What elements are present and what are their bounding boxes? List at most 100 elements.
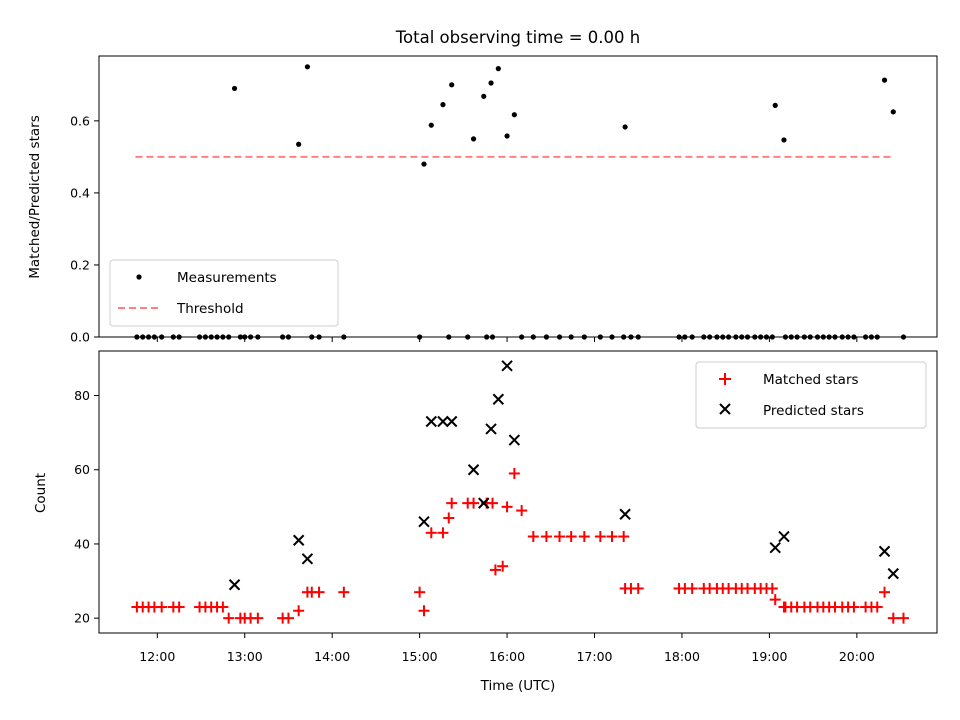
top-y-tick-label: 0.0 (70, 330, 90, 345)
matched-star-marker (686, 582, 698, 594)
top-plot-frame (98, 55, 938, 338)
matched-star-marker (252, 612, 264, 624)
predicted-star-marker (467, 464, 480, 476)
matched-star-marker (497, 560, 509, 572)
matched-star-marker (632, 582, 644, 594)
legend-predicted-marker (719, 403, 731, 415)
bottom-y-tick-label: 40 (74, 536, 90, 551)
measurement-point (428, 122, 434, 128)
measurement-point (296, 141, 302, 147)
matched-star-marker (173, 601, 185, 613)
measurement-point (304, 64, 311, 70)
predicted-star-marker (878, 545, 891, 558)
top-y-tick-label: 0.4 (70, 185, 90, 200)
matched-star-marker (527, 531, 539, 543)
top-y-axis-label: Matched/Predicted stars (27, 115, 43, 278)
matched-star-marker (871, 601, 883, 613)
matched-star-marker (338, 586, 350, 598)
bottom-y-tick-label: 80 (74, 388, 90, 403)
bottom-x-tick-label: 15:00 (402, 649, 438, 664)
matched-star-marker (313, 586, 325, 598)
predicted-star-marker (301, 553, 314, 565)
predicted-star-marker (485, 423, 497, 435)
predicted-star-marker (508, 434, 521, 446)
bottom-x-tick-label: 12:00 (139, 649, 175, 664)
matched-star-marker (766, 582, 778, 594)
predicted-star-marker (887, 567, 899, 580)
measurement-point (495, 66, 501, 72)
predicted-star-marker (228, 579, 241, 591)
matched-star-marker (516, 505, 528, 517)
bottom-x-tick-label: 20:00 (839, 649, 875, 664)
measurement-point (470, 136, 477, 142)
bottom-x-axis-label: Time (UTC) (480, 678, 556, 694)
measurement-point (440, 102, 446, 108)
matched-star-marker (489, 564, 501, 576)
matched-star-marker (486, 497, 498, 509)
matched-star-marker (418, 605, 430, 617)
matched-star-marker (293, 605, 305, 617)
predicted-star-marker (418, 515, 430, 528)
matched-star-marker (437, 527, 449, 539)
matched-star-marker (848, 601, 860, 613)
bottom-x-tick-label: 17:00 (576, 649, 612, 664)
matched-star-marker (508, 467, 520, 479)
matched-star-marker (468, 497, 480, 509)
matched-star-marker (897, 612, 909, 624)
matched-star-marker (425, 527, 437, 539)
measurement-point (231, 85, 238, 92)
predicted-star-marker (769, 541, 781, 554)
bottom-x-tick-label: 13:00 (227, 649, 263, 664)
matched-star-marker (887, 612, 899, 624)
matched-star-marker (217, 601, 229, 613)
matched-star-marker (156, 601, 168, 613)
bottom-panel: 20 40 60 80 12:00 13:00 14:00 15:00 16:00 17:00 1… (33, 350, 938, 694)
measurement-point (511, 112, 517, 118)
legend-measurements-label: Measurements (177, 270, 277, 286)
matched-star-marker (540, 531, 552, 543)
measurement-point (421, 161, 427, 167)
bottom-y-tick-label: 20 (74, 611, 90, 626)
bottom-x-tick-label: 16:00 (489, 649, 525, 664)
matched-star-marker (501, 501, 513, 513)
matched-star-marker (282, 612, 294, 624)
measurement-point (622, 124, 628, 130)
measurement-point (890, 109, 896, 115)
legend-predicted-label: Predicted stars (763, 403, 864, 419)
matched-star-marker (606, 531, 618, 543)
measurement-point (881, 77, 888, 83)
predicted-star-marker (492, 393, 505, 405)
legend-measurements-marker (136, 274, 142, 280)
matched-star-marker (446, 497, 458, 509)
measurement-point (772, 102, 778, 108)
top-panel: 0.0 0.2 0.4 0.6 Matched/Predicted stars Mea… (27, 55, 938, 345)
top-y-tick-label: 0.2 (70, 257, 90, 272)
legend-matched-label: Matched stars (763, 372, 859, 388)
matched-star-marker (565, 531, 577, 543)
matched-star-marker (769, 594, 781, 606)
predicted-star-marker (778, 530, 790, 543)
bottom-x-tick-label: 18:00 (664, 649, 700, 664)
matched-star-marker (578, 531, 590, 543)
bottom-y-tick-label: 60 (74, 462, 90, 477)
predicted-star-marker (619, 508, 631, 520)
predicted-star-marker (501, 360, 513, 372)
measurement-point (449, 82, 455, 88)
bottom-x-tick-label: 14:00 (314, 649, 350, 664)
matched-star-marker (879, 586, 891, 598)
measurement-point (781, 137, 787, 143)
top-legend: Measurements Threshold (109, 259, 339, 327)
bottom-y-axis-label: Count (33, 473, 49, 513)
top-y-tick-label: 0.6 (70, 113, 90, 128)
predicted-star-marker (437, 415, 449, 428)
measurement-point (481, 93, 487, 99)
legend-threshold-label: Threshold (176, 301, 244, 317)
measurement-point (504, 133, 510, 139)
predicted-star-marker (445, 415, 458, 428)
matched-star-marker (554, 531, 566, 543)
matched-star-marker (414, 586, 426, 598)
top-chart-title: Total observing time = 0.00 h (395, 28, 640, 47)
bottom-x-tick-label: 19:00 (751, 649, 787, 664)
bottom-plot-frame (98, 350, 938, 634)
